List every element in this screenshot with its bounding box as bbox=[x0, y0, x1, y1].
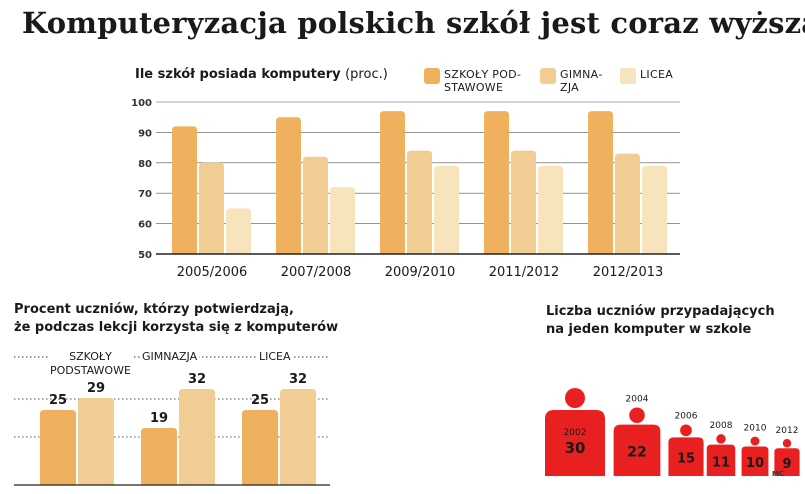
chart2-title-line1: Procent uczniów, którzy potwierdzają, bbox=[14, 302, 294, 317]
chart3-title-line1: Liczba uczniów przypadających bbox=[546, 304, 775, 319]
chart2-category-label-gimnazja-line1: GIMNAZJA bbox=[142, 350, 198, 363]
chart3-year-label-2: 2006 bbox=[675, 411, 698, 421]
chart1-ytick-label-5: 100 bbox=[131, 98, 152, 109]
legend-item-gimnazja: GIMNA‑ ZJA bbox=[540, 68, 603, 94]
chart3-year-label-3: 2008 bbox=[710, 421, 733, 431]
chart1-bar-0-1 bbox=[199, 162, 224, 254]
chart2-category-label-licea-line1: LICEA bbox=[259, 350, 291, 363]
chart2-category-label-szkoly-line1: SZKOŁY bbox=[69, 350, 112, 363]
chart1-ytick-label-2: 70 bbox=[138, 189, 152, 200]
chart2-title-line2: że podczas lekcji korzysta się z kompute… bbox=[14, 320, 339, 335]
chart1-bar-2-1 bbox=[407, 150, 432, 254]
chart1-xtick-label-1: 2007/2008 bbox=[281, 265, 352, 280]
headline: Komputeryzacja polskich szkół jest coraz… bbox=[22, 6, 805, 40]
chart3-title-line2: na jeden komputer w szkole bbox=[546, 322, 752, 337]
chart2-category-label-szkoly-line2: PODSTAWOWE bbox=[50, 364, 131, 377]
chart1-bar-4-1 bbox=[615, 153, 640, 254]
chart1-bar-2-0 bbox=[380, 111, 405, 255]
chart1-bar-1-1 bbox=[303, 156, 328, 254]
chart1-ytick-label-0: 50 bbox=[138, 250, 152, 261]
chart1-bar-0-2 bbox=[226, 208, 251, 254]
chart3-person-head-5 bbox=[782, 439, 792, 448]
chart3-person-head-4 bbox=[750, 436, 760, 446]
chart1-bar-0-0 bbox=[172, 126, 197, 254]
chart3-person-body-4 bbox=[741, 446, 769, 476]
chart1-xtick-label-3: 2011/2012 bbox=[489, 265, 560, 280]
legend-label-gimnazja-line1: GIMNA‑ bbox=[560, 68, 603, 81]
legend-label-gimnazja-line2: ZJA bbox=[560, 81, 580, 94]
chart1-title: Ile szkół posiada komputery (proc.) bbox=[135, 67, 388, 82]
legend-label-licea-line1: LICEA bbox=[640, 68, 674, 81]
chart1-bar-3-1 bbox=[511, 150, 536, 254]
chart3-person-body-1 bbox=[613, 424, 661, 476]
chart1-bar-3-2 bbox=[538, 165, 563, 254]
chart2-bar-1-1 bbox=[179, 389, 215, 485]
chart1-xtick-label-4: 2012/2013 bbox=[593, 265, 664, 280]
chart3-person-body-0 bbox=[545, 410, 605, 476]
chart1-bar-4-2 bbox=[642, 165, 667, 254]
chart3-person-head-3 bbox=[716, 434, 726, 444]
chart3-year-label-1: 2004 bbox=[626, 394, 649, 404]
chart3-value-label-4: 10 bbox=[746, 456, 764, 471]
legend-label-gimnazja: GIMNA‑ ZJA bbox=[560, 68, 603, 94]
chart1-bar-1-0 bbox=[276, 117, 301, 254]
chart3-person-body-5 bbox=[774, 448, 800, 476]
chart2-value-label-1-0: 19 bbox=[150, 411, 168, 426]
chart2-value-label-2-0: 25 bbox=[251, 393, 269, 408]
chart3-person-head-1 bbox=[629, 407, 645, 424]
chart3-year-label-5: 2012 bbox=[776, 426, 799, 436]
chart2-value-label-0-1: 29 bbox=[87, 381, 105, 396]
chart1-xtick-label-2: 2009/2010 bbox=[385, 265, 456, 280]
legend-label-licea: LICEA bbox=[640, 68, 673, 81]
chart3-person-body-3 bbox=[706, 444, 736, 476]
legend-label-szkoly: SZKOŁY POD‑ STAWOWE bbox=[444, 68, 521, 94]
chart2-bar-2-1 bbox=[280, 389, 316, 485]
chart1-title-text: Ile szkół posiada komputery bbox=[135, 67, 341, 82]
chart1-bar-3-0 bbox=[484, 111, 509, 255]
chart2-bar-2-0 bbox=[242, 410, 278, 485]
chart2-value-label-2-1: 32 bbox=[289, 372, 307, 387]
chart2-category-label-szkoly: SZKOŁY PODSTAWOWE bbox=[48, 350, 133, 378]
chart1-bar-1-2 bbox=[330, 187, 355, 254]
chart2-bar-1-0 bbox=[141, 428, 177, 485]
chart3-person-head-0 bbox=[565, 388, 585, 408]
chart1-bar-4-0 bbox=[588, 111, 613, 255]
legend-swatch-gimnazja bbox=[540, 68, 556, 84]
chart3-title: Liczba uczniów przypadających na jeden ko… bbox=[546, 303, 775, 339]
chart1-ytick-label-1: 60 bbox=[138, 220, 152, 231]
chart1-xtick-label-0: 2005/2006 bbox=[177, 265, 248, 280]
chart3-year-label-0: 2002 bbox=[564, 428, 587, 438]
chart2-bar-0-1 bbox=[78, 398, 114, 485]
chart3-value-label-3: 11 bbox=[712, 455, 730, 470]
chart1-bar-2-2 bbox=[434, 165, 459, 254]
chart2-category-label-gimnazja: GIMNAZJA bbox=[140, 350, 200, 364]
chart3-value-label-5: 9 bbox=[782, 457, 791, 472]
legend-item-szkoly: SZKOŁY POD‑ STAWOWE bbox=[424, 68, 521, 94]
chart2-bar-0-0 bbox=[40, 410, 76, 485]
chart3-person-body-2 bbox=[668, 437, 704, 476]
chart3-value-label-2: 15 bbox=[677, 452, 695, 467]
chart3-value-label-1: 22 bbox=[627, 444, 646, 460]
chart3-year-label-4: 2010 bbox=[744, 424, 767, 434]
chart2-title: Procent uczniów, którzy potwierdzają, że … bbox=[14, 301, 338, 337]
legend-label-szkoly-line2: STAWOWE bbox=[444, 81, 504, 94]
chart1-ytick-label-4: 90 bbox=[138, 128, 152, 139]
credit: MC bbox=[772, 470, 785, 478]
chart3-value-label-0: 30 bbox=[565, 439, 586, 457]
legend-swatch-szkoly bbox=[424, 68, 440, 84]
legend-label-szkoly-line1: SZKOŁY POD‑ bbox=[444, 68, 522, 81]
legend-item-licea: LICEA bbox=[620, 68, 673, 84]
chart2-value-label-0-0: 25 bbox=[49, 393, 67, 408]
chart3-person-head-2 bbox=[680, 424, 692, 437]
chart1-ytick-label-3: 80 bbox=[138, 159, 152, 170]
chart2-value-label-1-1: 32 bbox=[188, 372, 206, 387]
chart2-category-label-licea: LICEA bbox=[257, 350, 293, 364]
legend-swatch-licea bbox=[620, 68, 636, 84]
chart1-title-unit: (proc.) bbox=[345, 67, 388, 82]
